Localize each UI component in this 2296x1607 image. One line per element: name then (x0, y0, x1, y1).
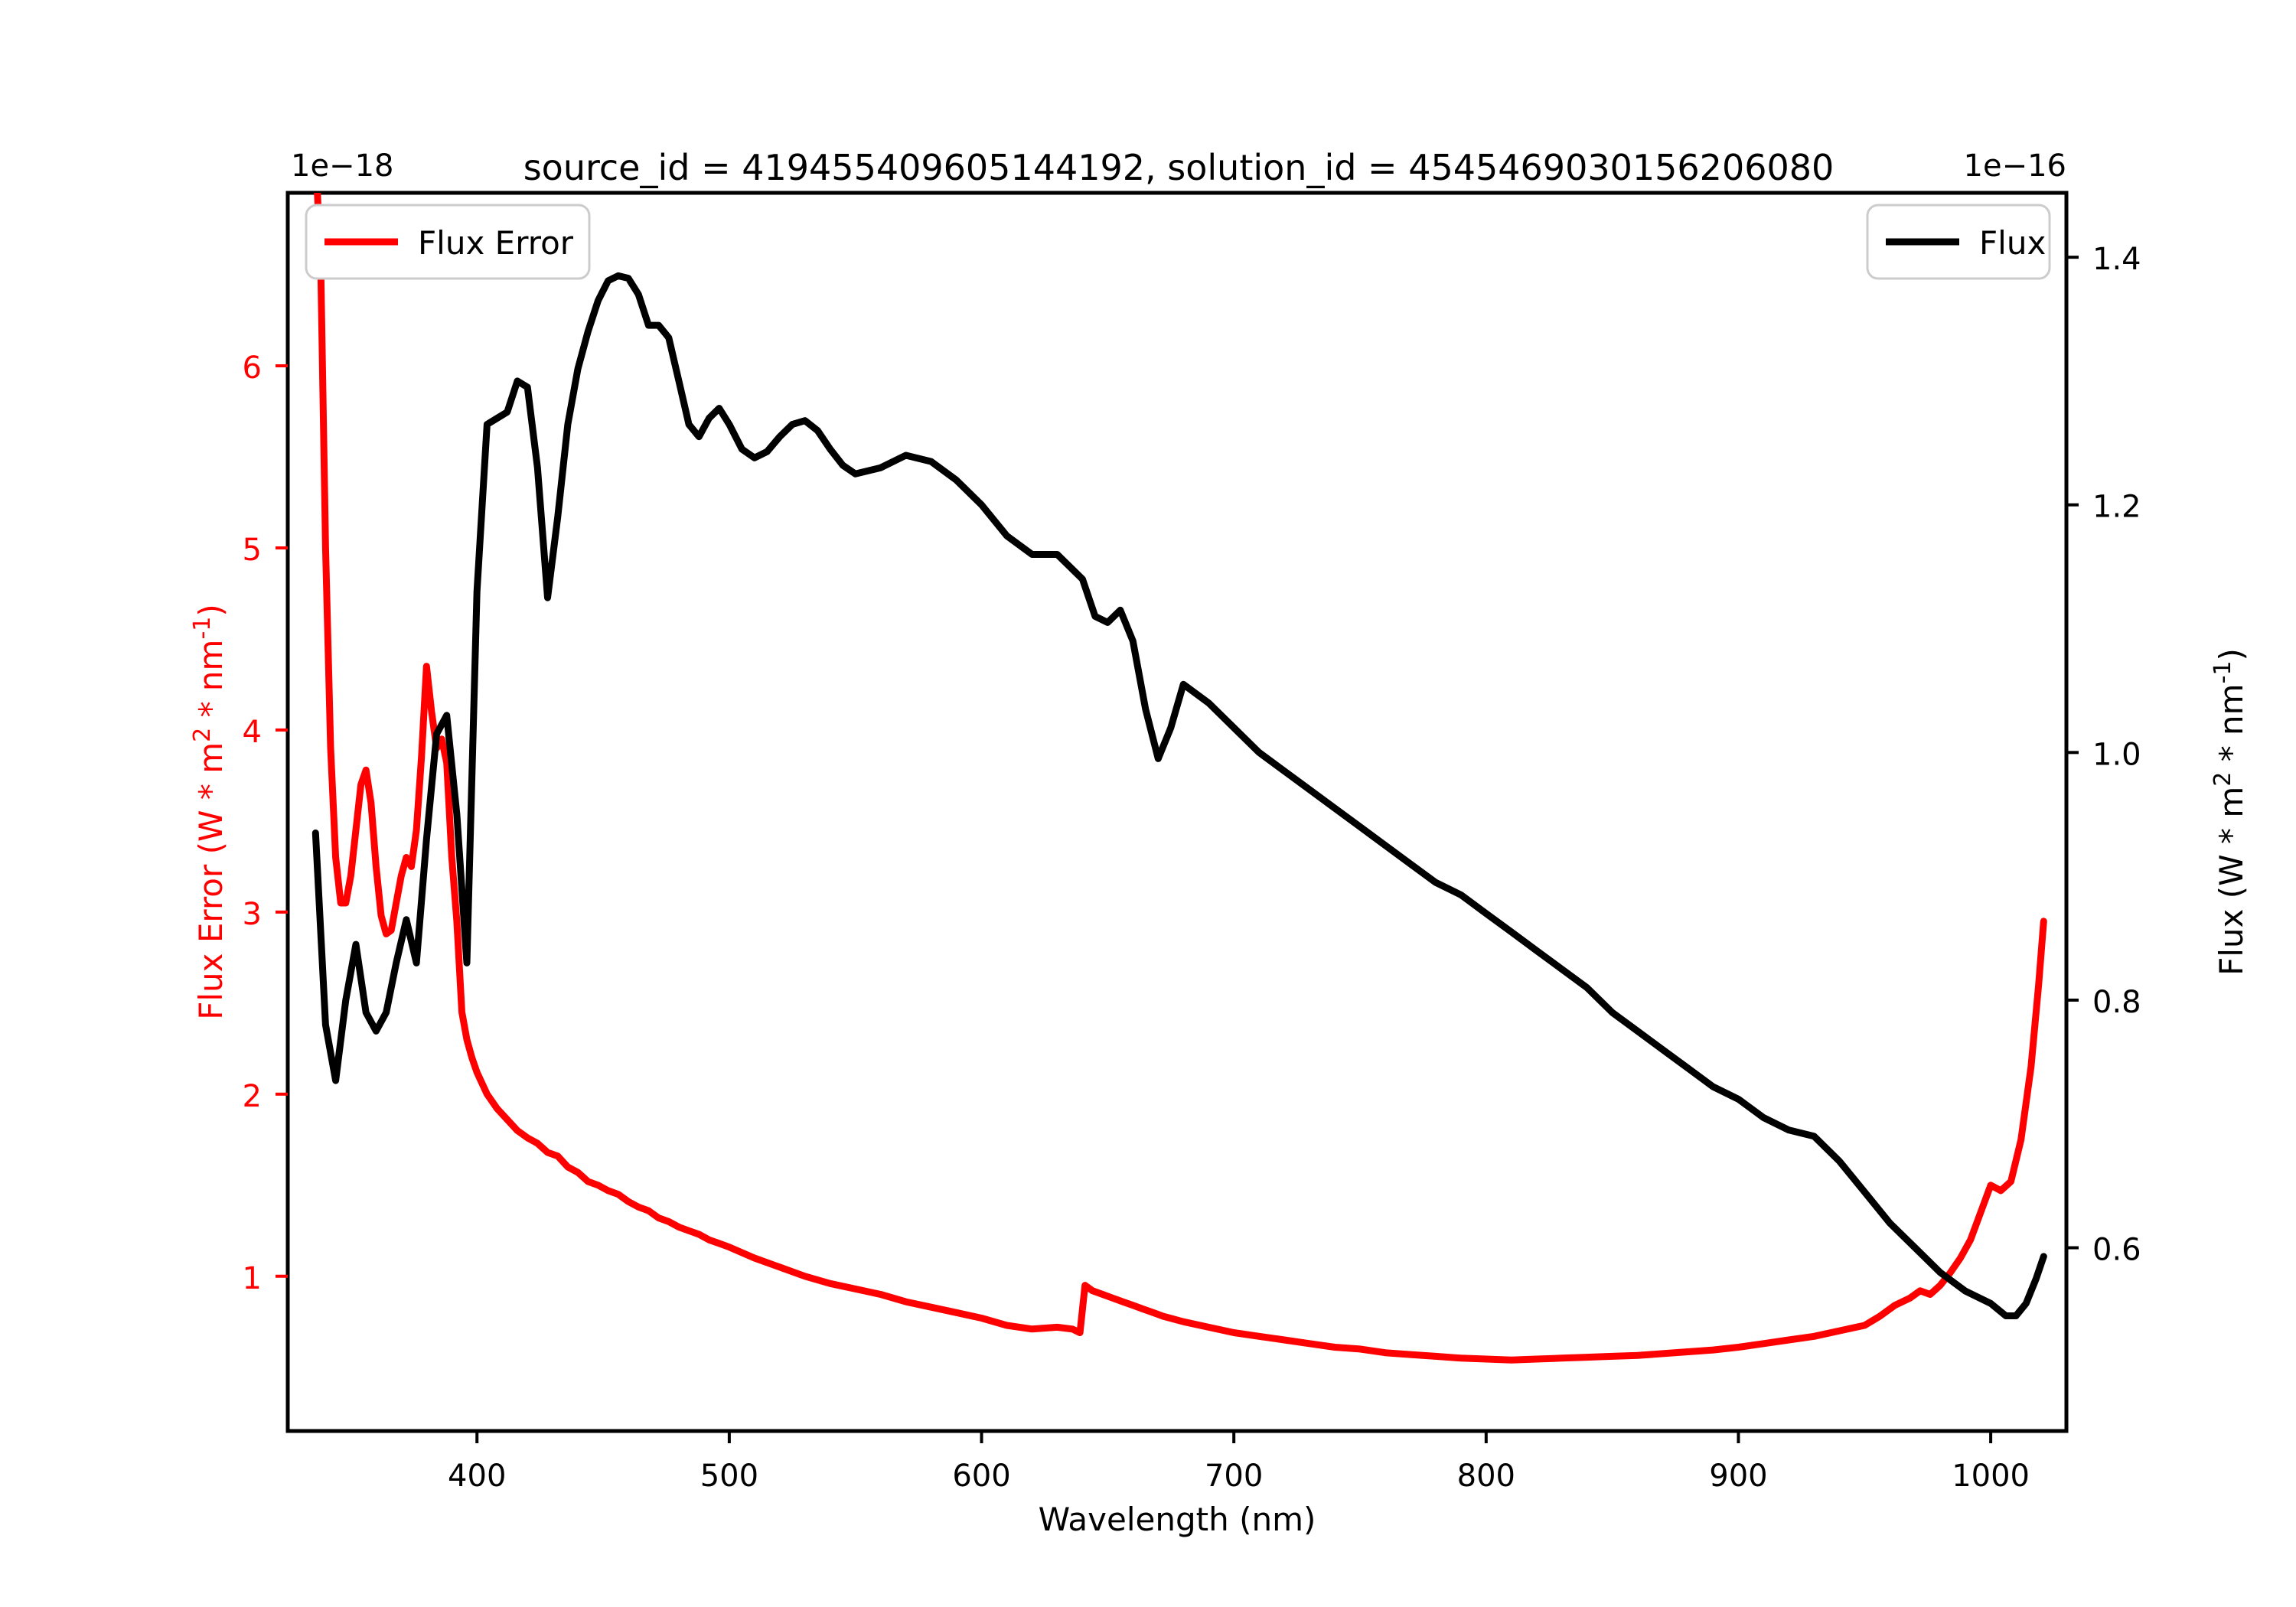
x-tick-label: 500 (700, 1459, 758, 1494)
x-tick-label: 900 (1709, 1459, 1767, 1494)
page-title: source_id = 419455409605144192, solution… (523, 147, 1835, 188)
left-axis-title-mid: * nm (192, 640, 230, 728)
legend-flux[interactable]: Flux (1866, 204, 2051, 280)
axes-frame (285, 191, 2069, 1433)
right-axis-offset-label: 1e−16 (1964, 148, 2066, 184)
series-line-flux-error (314, 193, 2047, 1364)
x-axis-title: Wavelength (nm) (1039, 1501, 1316, 1538)
left-tick-label: 5 (243, 533, 262, 568)
right-tick-label: 0.6 (2092, 1233, 2141, 1268)
right-tick-label: 1.4 (2092, 242, 2141, 277)
left-tick-label: 1 (243, 1261, 262, 1296)
left-axis-offset-label: 1e−18 (291, 148, 393, 184)
x-tick-label: 1000 (1952, 1459, 2030, 1494)
x-axis-ticks: 400 500 600 700 800 900 1000 (448, 1431, 2030, 1494)
left-tick-label: 3 (243, 897, 262, 932)
left-axis-title-sup-2: 2 (189, 728, 216, 742)
left-axis-title-main: Flux Error (W * m (192, 742, 230, 1020)
legend-flux-error[interactable]: Flux Error (305, 204, 591, 280)
x-tick-label: 400 (448, 1459, 506, 1494)
right-axis-title-sup-2: 2 (2210, 772, 2236, 787)
right-axis-title-mid: * nm (2213, 683, 2250, 771)
legend-flux-error-label: Flux Error (418, 224, 574, 262)
right-tick-label: 0.8 (2092, 985, 2141, 1020)
left-tick-label: 2 (243, 1079, 262, 1114)
left-axis-title-end: ) (192, 604, 230, 616)
data-series-group (311, 193, 2047, 1364)
right-axis-title: Flux (W * m2 * nm-1) (2210, 648, 2250, 976)
right-tick-label: 1.2 (2092, 490, 2141, 525)
right-axis-title-end: ) (2213, 648, 2250, 660)
left-axis-title: Flux Error (W * m2 * nm-1) (189, 604, 230, 1020)
legend-flux-label: Flux (1979, 224, 2046, 262)
series-line-flux (311, 272, 2047, 1319)
x-tick-label: 800 (1457, 1459, 1515, 1494)
left-tick-label: 6 (243, 350, 262, 386)
x-tick-label: 700 (1205, 1459, 1263, 1494)
right-axis-title-sup-m1: -1 (2210, 660, 2236, 683)
right-axis-ticks: 0.6 0.8 1.0 1.2 1.4 (2066, 242, 2141, 1268)
left-tick-label: 4 (243, 715, 262, 750)
left-axis-title-sup-m1: -1 (189, 617, 216, 640)
legend-flux-error-box (305, 204, 591, 280)
right-axis-title-main: Flux (W * m (2213, 787, 2250, 976)
right-tick-label: 1.0 (2092, 737, 2141, 772)
left-axis-ticks: 1 2 3 4 5 6 (243, 350, 288, 1296)
x-tick-label: 600 (952, 1459, 1010, 1494)
